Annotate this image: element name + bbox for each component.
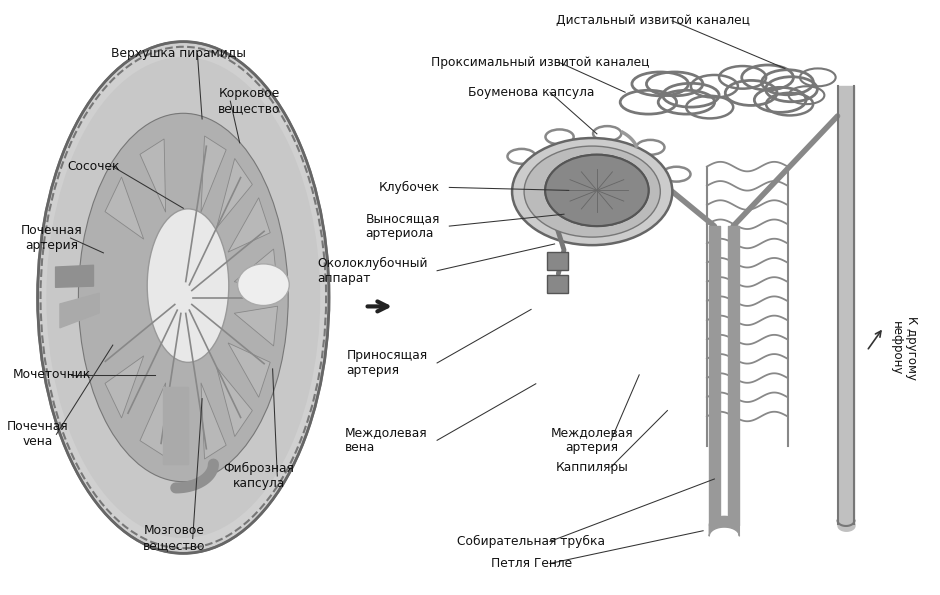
Polygon shape — [228, 343, 270, 397]
Ellipse shape — [38, 42, 329, 553]
Text: Околоклубочный
аппарат: Околоклубочный аппарат — [317, 256, 428, 285]
Text: Мочеточник: Мочеточник — [12, 368, 91, 381]
Text: Дистальный извитой каналец: Дистальный извитой каналец — [556, 14, 750, 27]
Polygon shape — [234, 249, 277, 289]
Polygon shape — [234, 306, 277, 346]
Polygon shape — [140, 139, 165, 212]
Polygon shape — [201, 383, 227, 459]
Ellipse shape — [525, 146, 660, 237]
Polygon shape — [201, 136, 227, 212]
Polygon shape — [105, 177, 144, 239]
Text: К другому
нефрону: К другому нефрону — [890, 316, 918, 380]
Ellipse shape — [545, 155, 649, 226]
Text: Междолевая
вена: Междолевая вена — [345, 426, 428, 455]
Ellipse shape — [545, 155, 649, 226]
Text: Сосочек: Сосочек — [68, 160, 120, 173]
FancyBboxPatch shape — [547, 252, 568, 270]
FancyBboxPatch shape — [547, 275, 568, 293]
Text: Собирательная трубка: Собирательная трубка — [457, 535, 605, 548]
Polygon shape — [216, 158, 252, 228]
Text: Фиброзная
капсула: Фиброзная капсула — [223, 462, 294, 490]
Text: Приносящая
артерия: Приносящая артерия — [347, 349, 428, 377]
Text: Мозговое
вещество: Мозговое вещество — [143, 524, 205, 553]
Polygon shape — [216, 367, 252, 437]
Text: Почечная
артерия: Почечная артерия — [21, 224, 83, 252]
Text: Корковое
вещество: Корковое вещество — [218, 87, 280, 115]
Ellipse shape — [78, 113, 289, 482]
Text: Каппиляры: Каппиляры — [556, 461, 629, 474]
Text: Боуменова капсула: Боуменова капсула — [468, 86, 594, 99]
Polygon shape — [105, 356, 144, 418]
Text: Верхушка пирамиды: Верхушка пирамиды — [111, 47, 246, 60]
Ellipse shape — [238, 264, 290, 306]
Text: Почечная
vена: Почечная vена — [7, 420, 69, 449]
Text: Выносящая
артериола: Выносящая артериола — [366, 212, 440, 240]
Polygon shape — [228, 198, 270, 252]
Ellipse shape — [148, 209, 228, 362]
Ellipse shape — [512, 138, 672, 245]
Text: Клубочек: Клубочек — [379, 181, 440, 194]
Text: Петля Генле: Петля Генле — [491, 557, 572, 570]
Ellipse shape — [46, 57, 321, 538]
Text: Междолевая
артерия: Междолевая артерия — [551, 426, 634, 455]
Polygon shape — [140, 383, 165, 456]
Text: Проксимальный извитой каналец: Проксимальный извитой каналец — [431, 56, 650, 69]
